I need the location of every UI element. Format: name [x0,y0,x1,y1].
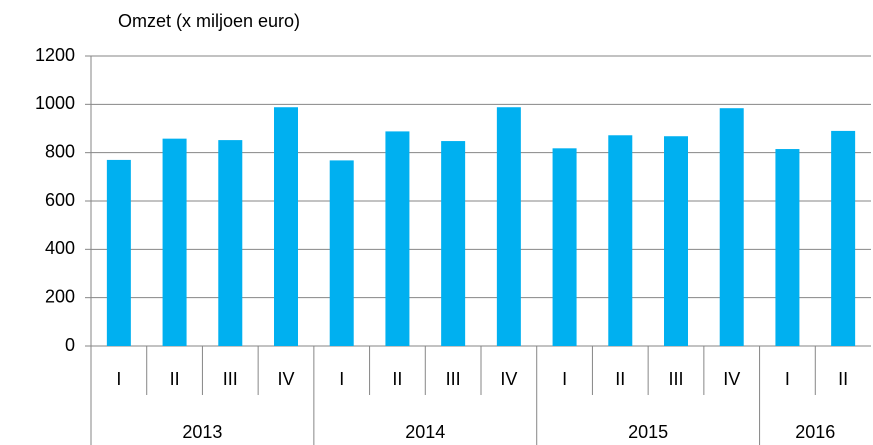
bar [441,141,466,346]
bar [274,107,298,346]
x-tick-label: III [668,369,683,389]
x-tick-label: I [116,369,121,389]
bar [106,159,131,346]
y-tick-label: 800 [45,141,75,161]
group-label: 2015 [628,422,668,442]
chart-title: Omzet (x miljoen euro) [118,11,300,31]
x-tick-label: I [562,369,567,389]
x-tick-label: II [838,369,848,389]
y-tick-label: 600 [45,190,75,210]
bar [719,108,744,346]
bar [608,135,633,346]
x-tick-label: I [339,369,344,389]
x-tick-label: III [446,369,461,389]
bar [162,138,187,346]
group-label: 2013 [182,422,222,442]
bar [496,107,521,346]
x-tick-label: III [223,369,238,389]
bar [775,149,800,346]
bar [218,140,243,346]
group-label: 2014 [405,422,445,442]
x-tick-label: IV [500,369,517,389]
bar [385,131,410,346]
bar [552,148,577,346]
x-tick-label: IV [723,369,740,389]
y-tick-label: 1000 [35,93,75,113]
x-tick-label: I [785,369,790,389]
bar [831,130,856,346]
y-tick-label: 1200 [35,45,75,65]
bar [329,160,354,346]
y-tick-label: 400 [45,238,75,258]
x-tick-label: II [170,369,180,389]
y-tick-label: 200 [45,286,75,306]
y-tick-label: 0 [65,335,75,355]
x-tick-label: II [392,369,402,389]
x-tick-label: II [615,369,625,389]
x-tick-label: IV [277,369,294,389]
bar [664,136,688,346]
group-label: 2016 [795,422,835,442]
